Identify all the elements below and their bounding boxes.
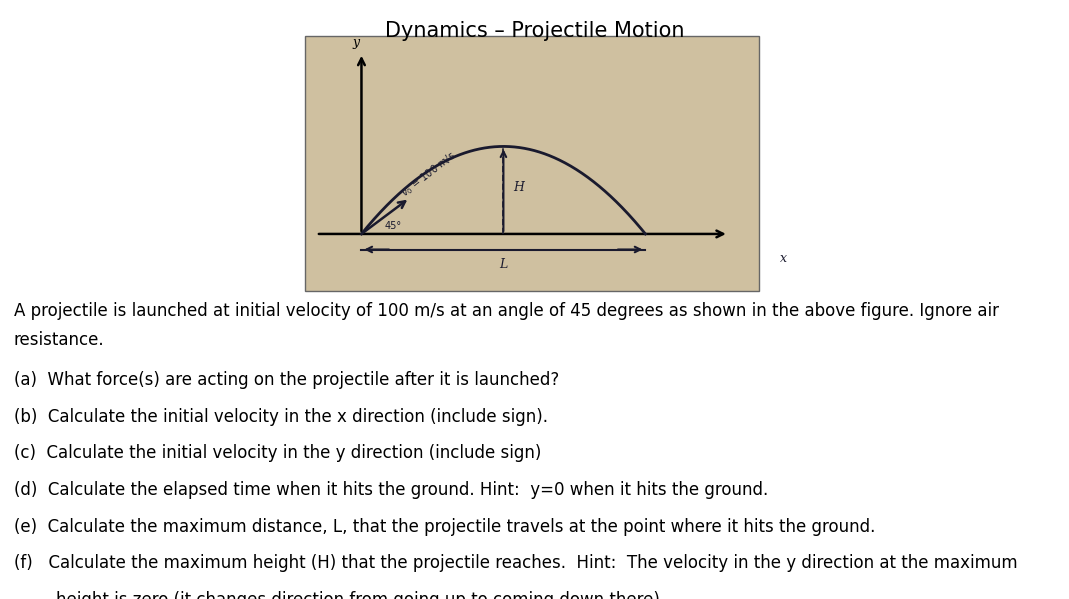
Text: x: x (780, 252, 788, 265)
Text: y: y (352, 36, 359, 49)
Text: Dynamics – Projectile Motion: Dynamics – Projectile Motion (385, 21, 684, 41)
Text: $v_0$ = 100 m/s: $v_0$ = 100 m/s (399, 149, 460, 201)
Text: height is zero (it changes direction from going up to coming down there).: height is zero (it changes direction fro… (14, 591, 665, 599)
Text: (d)  Calculate the elapsed time when it hits the ground. Hint:  y=0 when it hits: (d) Calculate the elapsed time when it h… (14, 481, 769, 499)
Text: (e)  Calculate the maximum distance, L, that the projectile travels at the point: (e) Calculate the maximum distance, L, t… (14, 518, 876, 536)
Text: (a)  What force(s) are acting on the projectile after it is launched?: (a) What force(s) are acting on the proj… (14, 371, 559, 389)
Text: H: H (513, 181, 524, 194)
Text: (f)   Calculate the maximum height (H) that the projectile reaches.  Hint:  The : (f) Calculate the maximum height (H) tha… (14, 554, 1018, 572)
Text: resistance.: resistance. (14, 331, 105, 349)
Text: A projectile is launched at initial velocity of 100 m/s at an angle of 45 degree: A projectile is launched at initial velo… (14, 302, 998, 320)
Text: 45°: 45° (384, 220, 401, 231)
Text: L: L (499, 258, 508, 271)
FancyBboxPatch shape (305, 36, 759, 291)
Text: (c)  Calculate the initial velocity in the y direction (include sign): (c) Calculate the initial velocity in th… (14, 444, 541, 462)
Text: (b)  Calculate the initial velocity in the x direction (include sign).: (b) Calculate the initial velocity in th… (14, 408, 548, 426)
